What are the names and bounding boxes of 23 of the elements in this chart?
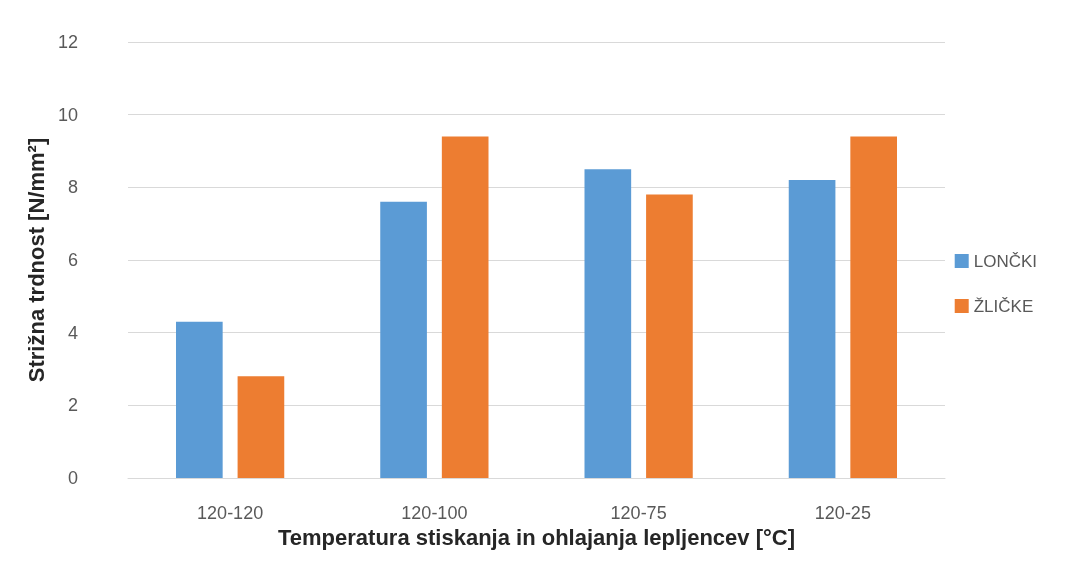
- y-tick-label: 6: [67, 250, 78, 270]
- legend-label: LONČKI: [973, 251, 1037, 271]
- bar: [646, 194, 693, 478]
- y-tick-label: 2: [67, 395, 78, 416]
- legend-label: ŽLIČKE: [973, 296, 1034, 316]
- y-axis-title: Strižna trdnost [N/mm²]: [23, 137, 49, 383]
- bar: [584, 169, 632, 478]
- y-tick-label: 0: [67, 468, 78, 488]
- x-tick-label: 120-75: [610, 503, 667, 523]
- x-axis-title: Temperatura stiskanja in ohlajanja lepljencev [°C]: [278, 525, 795, 551]
- bar: [380, 201, 427, 478]
- bar: [850, 136, 897, 478]
- y-tick-label: 12: [57, 32, 78, 52]
- bar: [176, 321, 223, 478]
- y-tick-label: 10: [57, 104, 78, 125]
- x-tick-label: 120-100: [401, 503, 468, 523]
- y-tick-label: 8: [67, 177, 78, 198]
- bar: [788, 180, 836, 478]
- y-tick-label: 4: [67, 322, 78, 343]
- bar: [237, 376, 285, 478]
- x-tick-label: 120-120: [197, 503, 264, 523]
- x-tick-label: 120-25: [814, 503, 871, 523]
- bar: [441, 136, 489, 478]
